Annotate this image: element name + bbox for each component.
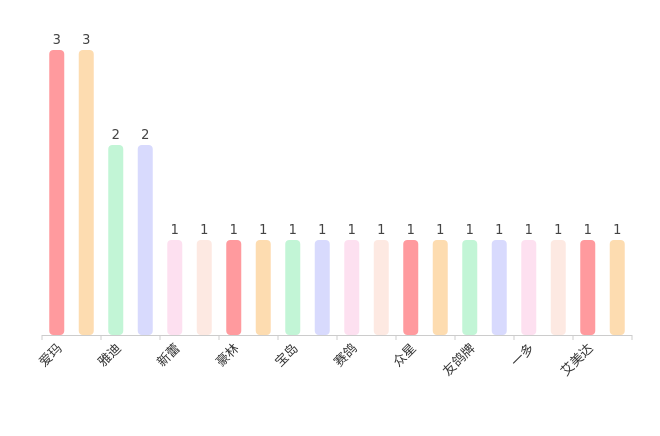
x-tick-label: 豪林 <box>213 341 243 371</box>
bar <box>432 240 448 335</box>
bar <box>462 240 478 335</box>
data-label: 1 <box>495 223 503 238</box>
bar <box>255 240 271 335</box>
bar <box>137 145 153 335</box>
bar <box>226 240 242 335</box>
x-tick-label: 爱玛 <box>37 341 66 370</box>
x-tick-label: 众星 <box>391 341 420 370</box>
bar <box>373 240 389 335</box>
data-label: 3 <box>53 33 61 48</box>
data-label: 1 <box>407 223 415 238</box>
data-label: 1 <box>289 223 297 238</box>
data-label: 1 <box>318 223 326 238</box>
bar <box>314 240 330 335</box>
bar <box>78 50 94 335</box>
x-tick-label: 新蕾 <box>154 341 184 371</box>
x-tick-label: 友鸽牌 <box>440 341 479 380</box>
bar <box>49 50 65 335</box>
data-label: 1 <box>230 223 238 238</box>
bar <box>550 240 566 335</box>
data-label: 1 <box>525 223 533 238</box>
data-label: 1 <box>348 223 356 238</box>
x-tick-label: 赛鸽 <box>331 341 361 371</box>
data-label: 1 <box>613 223 621 238</box>
data-label: 2 <box>112 128 120 143</box>
bar <box>403 240 419 335</box>
data-label: 1 <box>259 223 267 238</box>
bar <box>521 240 537 335</box>
x-tick-label: 雅迪 <box>96 341 125 370</box>
bar <box>609 240 625 335</box>
data-label: 1 <box>466 223 474 238</box>
x-tick-label: 艾美达 <box>558 341 596 379</box>
bar <box>108 145 124 335</box>
data-label: 1 <box>171 223 179 238</box>
bar <box>196 240 212 335</box>
x-tick-label: 宝岛 <box>272 341 302 371</box>
bar <box>285 240 301 335</box>
data-label: 1 <box>584 223 592 238</box>
data-label: 3 <box>82 33 90 48</box>
bar <box>491 240 507 335</box>
data-label: 1 <box>554 223 562 238</box>
data-label: 1 <box>377 223 385 238</box>
data-label: 1 <box>436 223 444 238</box>
bar <box>167 240 183 335</box>
data-label: 2 <box>141 128 149 143</box>
x-tick-label: 一多 <box>508 341 538 371</box>
bar <box>580 240 596 335</box>
data-label: 1 <box>200 223 208 238</box>
bar <box>344 240 360 335</box>
